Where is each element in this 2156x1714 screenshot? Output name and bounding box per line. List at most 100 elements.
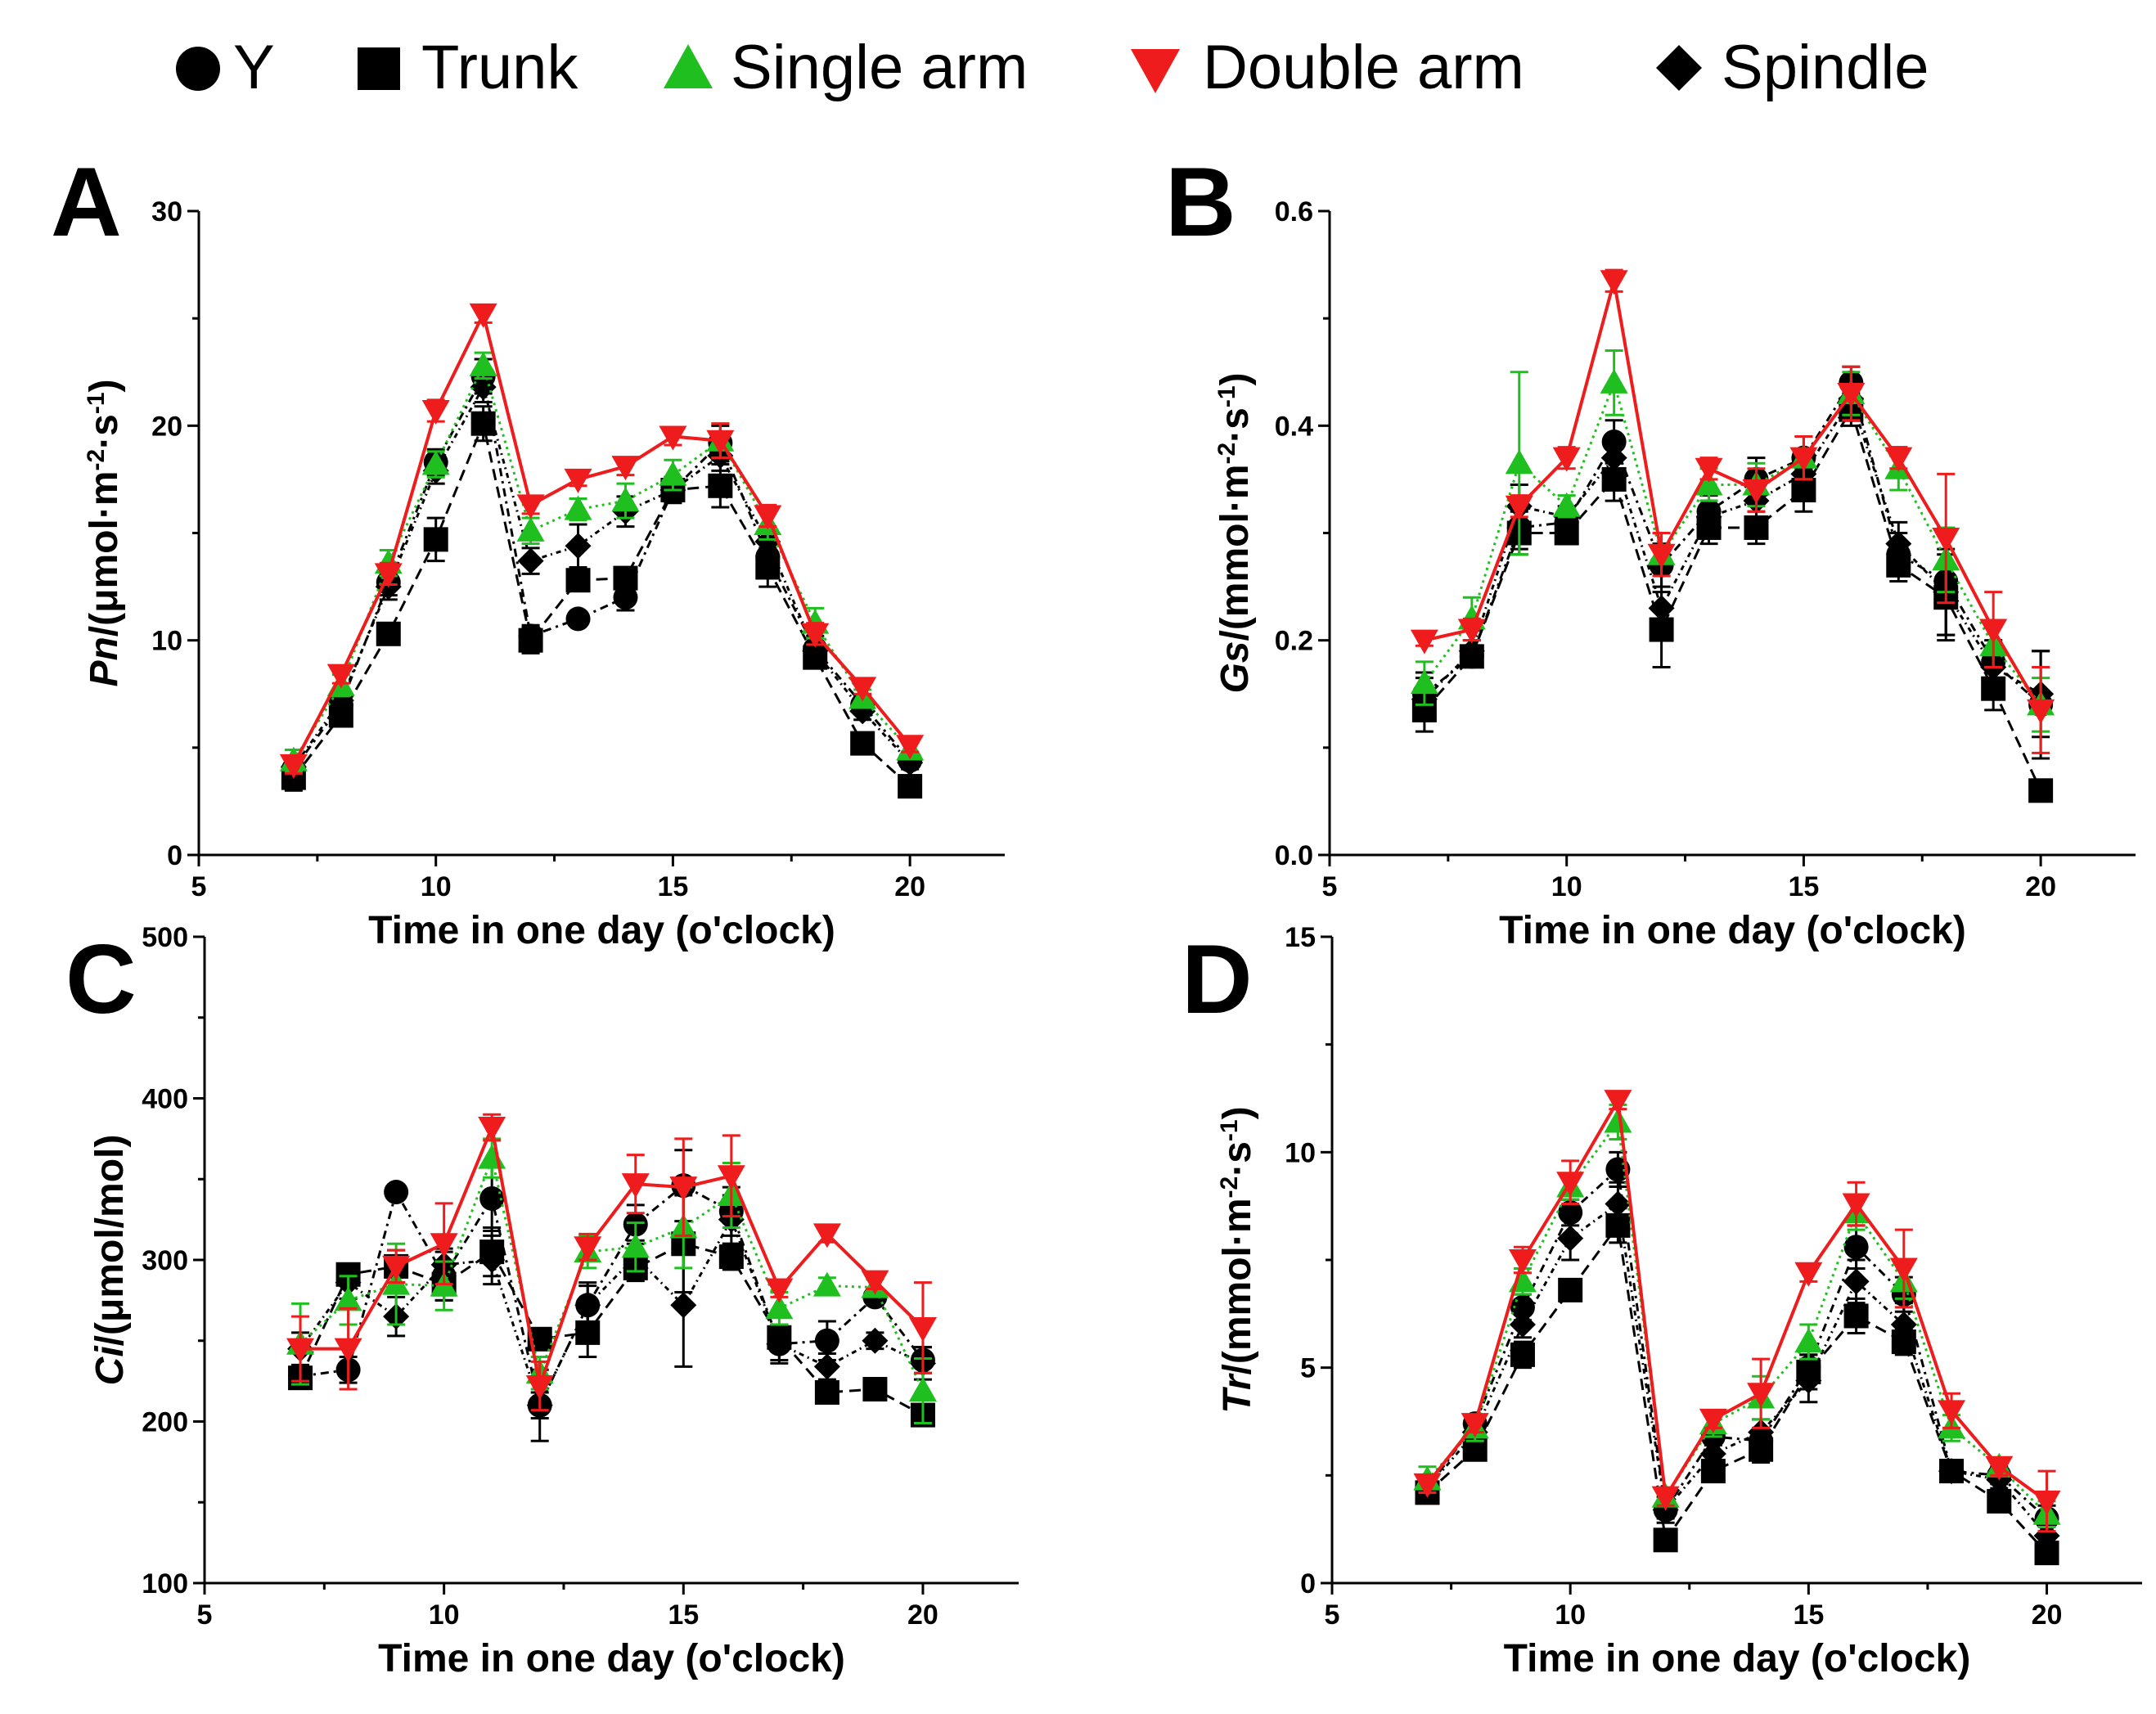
panel-a-x-axis-title: Time in one day (o'clock)	[368, 909, 835, 952]
panel-b-series-double-arm	[1410, 268, 2055, 754]
panel-c-point-double-arm	[861, 1270, 889, 1295]
panel-c-point-single-arm	[765, 1294, 794, 1320]
panel-b-point-double-arm	[1932, 528, 1960, 553]
panel-c-y-axis-title: Ci/(μmol/mol)	[88, 1135, 132, 1386]
panel-d-y-axis-title-part: -2	[1216, 1176, 1243, 1199]
panel-a-point-y	[755, 544, 781, 569]
panel-d-point-single-arm	[1794, 1328, 1823, 1353]
panel-a-point-double-arm	[469, 303, 497, 328]
panel-d-point-y	[1749, 1428, 1774, 1454]
legend-item-single-arm: Single arm	[664, 33, 1028, 102]
legend-marker-double-arm-icon	[1131, 49, 1180, 93]
panel-c-y-tick-label: 500	[142, 922, 188, 953]
panel-c-point-double-arm	[574, 1236, 602, 1262]
panel-b-point-y	[1696, 499, 1722, 524]
panel-a-point-y	[613, 585, 638, 610]
panel-a-point-trunk	[376, 621, 401, 646]
panel-a-line-double-arm	[292, 309, 911, 766]
panel-c-point-single-arm	[334, 1286, 362, 1311]
panel-d-series-double-arm	[1413, 1090, 2061, 1533]
panel-b-point-trunk	[1791, 478, 1816, 503]
panel-c-point-double-arm	[669, 1176, 698, 1202]
panel-b-point-single-arm	[1505, 449, 1533, 475]
panel-d-point-spindle	[1605, 1190, 1632, 1217]
panel-a-point-double-arm	[706, 430, 735, 455]
panel-a-point-double-arm	[279, 754, 308, 779]
panel-a-y-axis-title-part: -1	[83, 392, 110, 414]
panel-b-point-single-arm	[1410, 669, 1438, 695]
panel-a-axes	[197, 211, 1005, 857]
legend-marker-trunk-icon	[358, 47, 400, 90]
panel-b-point-double-arm	[1979, 619, 2008, 644]
panel-c-y-axis-title-part: /(μmol/mol)	[88, 1135, 132, 1347]
panel-a-x-tick-label: 20	[894, 871, 925, 902]
panel-c-point-double-arm	[765, 1278, 794, 1303]
panel-d-y-axis-title: Tr/(mmol·m-2·s-1)	[1216, 1106, 1260, 1413]
panel-a-x-tick-label: 5	[191, 871, 207, 902]
panel-c-line-y	[299, 1184, 925, 1410]
panel-b-point-double-arm	[1600, 270, 1628, 295]
legend-label-trunk: Trunk	[421, 33, 578, 102]
panel-b-y-axis-title-part: -2	[1213, 443, 1240, 465]
panel-c-point-double-arm	[286, 1338, 315, 1363]
panel-b-point-double-arm	[1410, 629, 1438, 655]
panel-c-point-double-arm	[525, 1375, 554, 1401]
panel-a-point-single-arm	[516, 516, 545, 542]
panel-a-point-single-arm	[564, 495, 592, 520]
panel-c-y-axis-title-part: Ci	[88, 1345, 132, 1386]
legend-item-trunk: Trunk	[358, 33, 578, 102]
panel-c-series-trunk	[288, 1194, 935, 1428]
panel-a-point-double-arm	[801, 623, 830, 648]
panel-c-point-single-arm	[812, 1271, 841, 1297]
panel-a-point-single-arm	[659, 461, 687, 486]
legend-marker-y-icon	[176, 47, 220, 91]
panel-a-y-tick-label: 30	[151, 196, 182, 227]
panel-c-point-double-arm	[717, 1165, 745, 1190]
panel-d-y-axis-title-part: ·s	[1216, 1141, 1259, 1176]
panel-a-point-y	[328, 692, 353, 718]
panel-b-x-tick-label: 15	[1788, 871, 1819, 902]
panel-d-point-y	[1558, 1200, 1583, 1226]
panel-a-point-y	[565, 606, 591, 632]
panel-a-point-double-arm	[421, 399, 450, 425]
panel-c-y-tick-label: 300	[142, 1245, 188, 1276]
panel-b-chart: 5 10 15 20 0.0 0.2 0.4 0.6 Time in one day (o'cl…	[1213, 196, 2136, 952]
panel-c-axes	[203, 937, 1019, 1585]
panel-d-point-spindle	[1557, 1225, 1584, 1252]
panel-a-y-axis-title-part: /(μmol·m	[83, 471, 126, 637]
panel-b-point-double-arm	[1789, 447, 1818, 472]
panel-d-point-double-arm	[1794, 1262, 1823, 1287]
panel-b-x-tick-label: 20	[2025, 871, 2056, 902]
panel-d-point-double-arm	[1413, 1473, 1442, 1498]
panel-a-point-double-arm	[611, 456, 640, 481]
panel-c-point-y	[575, 1293, 601, 1318]
panel-b-y-axis-title-part: Gs	[1213, 641, 1257, 694]
panel-a-point-trunk	[708, 473, 733, 498]
panel-b-y-axis-title: Gs/(mmol·m-2·s-1)	[1213, 372, 1258, 693]
panel-d-point-double-arm	[1651, 1486, 1680, 1511]
panel-a-x-tick-label: 10	[421, 871, 452, 902]
panel-c-x-tick-label: 5	[197, 1599, 213, 1631]
panel-c-x-tick-label: 20	[907, 1599, 938, 1631]
legend-marker-spindle-icon	[1656, 45, 1702, 91]
panel-d-point-double-arm	[1842, 1193, 1870, 1218]
legend-label-single-arm: Single arm	[731, 33, 1028, 102]
panel-d-point-trunk	[1891, 1329, 1916, 1355]
panel-a-point-single-arm	[421, 450, 450, 475]
panel-b-point-trunk	[1649, 617, 1674, 642]
panel-a-y-axis-title: Pn/(μmol·m-2·s-1)	[83, 379, 127, 686]
panel-b-point-trunk	[2028, 778, 2054, 803]
panel-a-y-tick-label: 10	[151, 626, 182, 657]
panel-c-x-tick-label: 15	[668, 1599, 699, 1631]
panel-d-y-tick-label: 0	[1300, 1568, 1316, 1599]
panel-d-point-trunk	[1510, 1342, 1535, 1367]
panel-a-point-trunk	[423, 527, 448, 552]
panel-a-point-trunk	[898, 774, 923, 799]
panel-d-series-y	[1415, 1150, 2059, 1533]
panel-c-point-double-arm	[430, 1233, 458, 1258]
panel-a-point-y	[518, 623, 543, 649]
panel-b-y-axis-title-part: -1	[1213, 385, 1240, 407]
panel-d-y-axis-title-part: /(mmol·m	[1216, 1198, 1259, 1374]
